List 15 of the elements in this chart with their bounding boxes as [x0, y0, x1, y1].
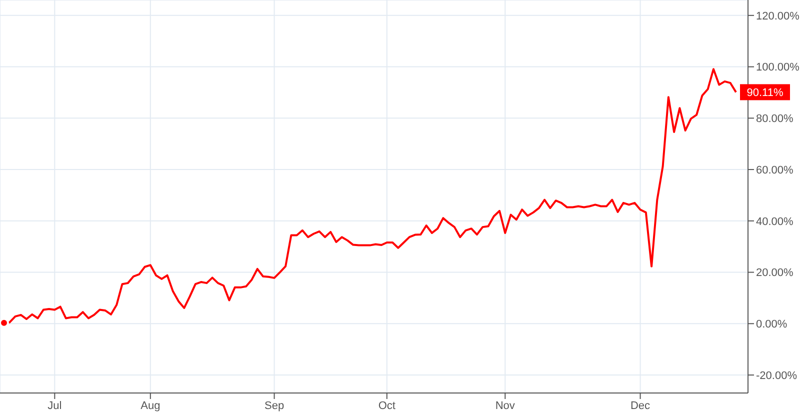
- y-tick-label: 100.00%: [756, 62, 800, 74]
- y-tick-label: 60.00%: [756, 164, 794, 176]
- y-tick-label: 0.00%: [756, 318, 788, 331]
- y-tick-label: -20.00%: [756, 370, 798, 382]
- x-tick-label: Aug: [140, 400, 160, 412]
- x-tick-label: Sep: [264, 400, 284, 412]
- x-tick-label: Dec: [630, 400, 651, 412]
- y-tick-label: 40.00%: [756, 216, 794, 228]
- y-tick-label: 20.00%: [756, 267, 794, 280]
- y-tick-label: 80.00%: [756, 113, 794, 126]
- y-tick-label: 120.00%: [756, 10, 800, 22]
- data-label: 90.11%: [746, 87, 784, 100]
- x-tick-label: Jul: [48, 400, 62, 412]
- x-tick-label: Oct: [378, 400, 396, 412]
- x-tick-label: Nov: [495, 400, 516, 412]
